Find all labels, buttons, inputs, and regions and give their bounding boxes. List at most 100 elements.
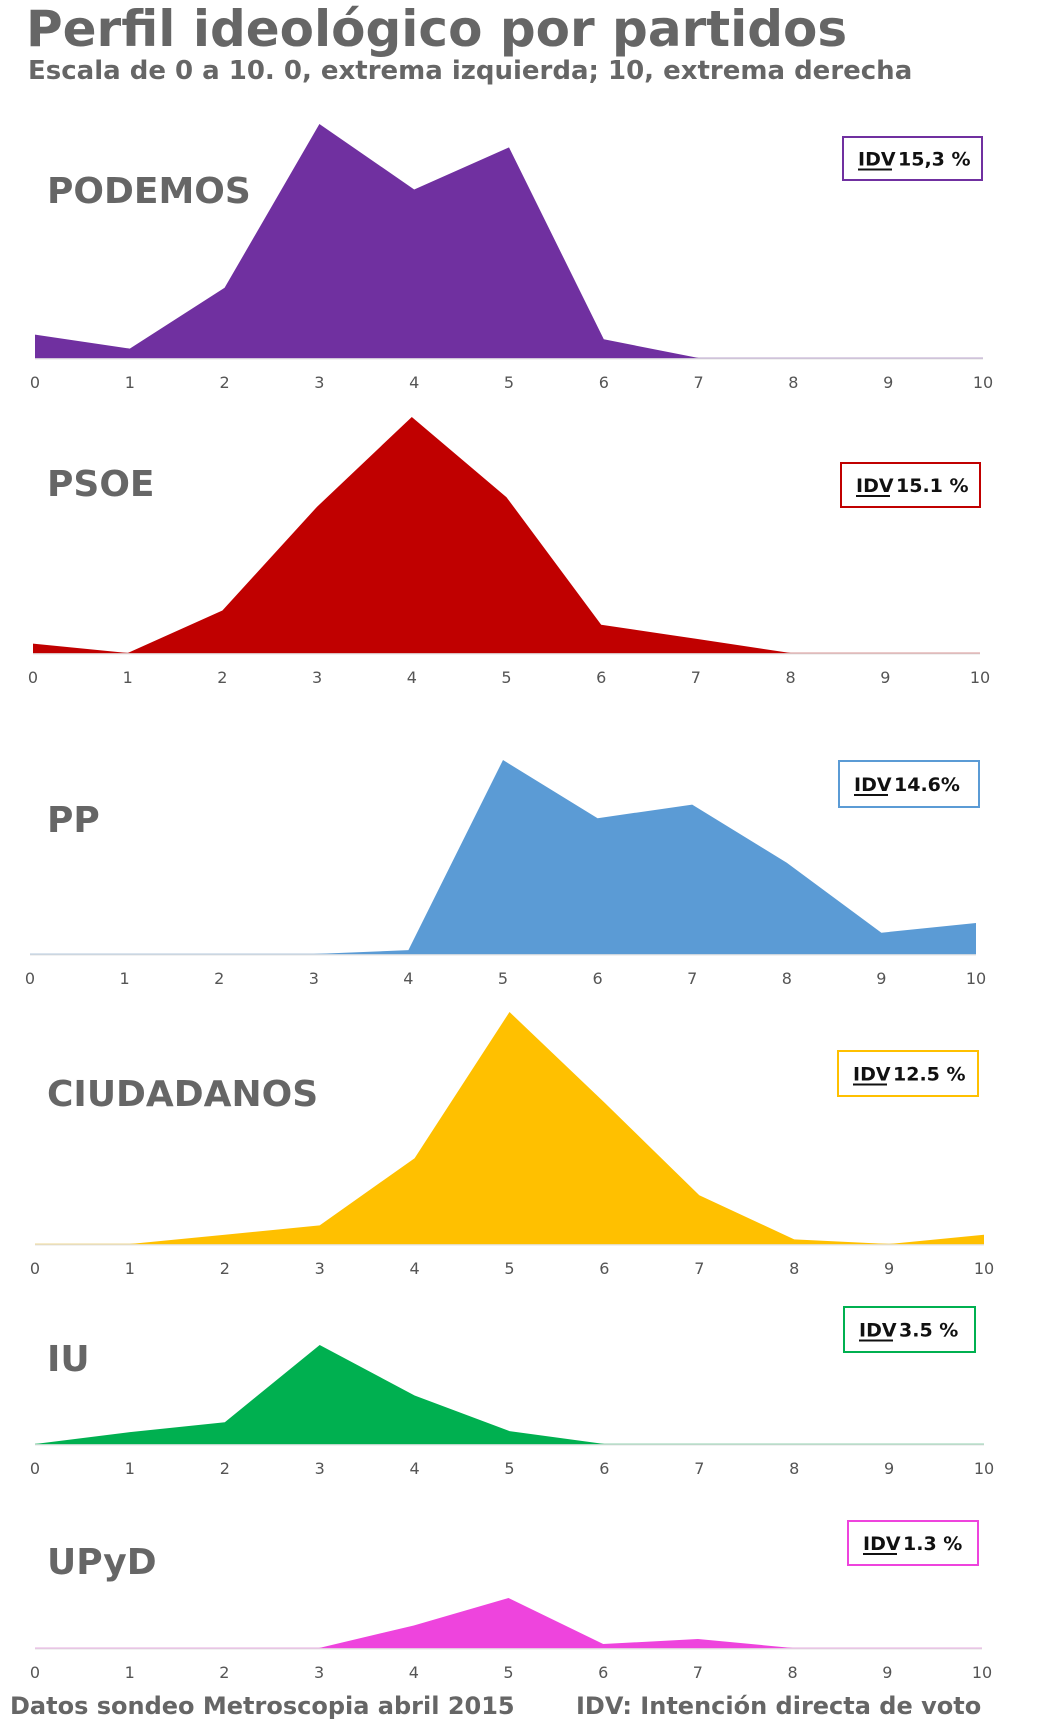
x-tick-label: 1 [123, 668, 133, 687]
idv-badge: IDV 14.6% [838, 760, 980, 808]
x-tick-label: 4 [409, 1663, 419, 1682]
x-tick-label: 3 [309, 969, 319, 988]
x-tick-label: 0 [30, 373, 40, 392]
party-chart-psoe: 0 1 2 3 4 5 6 7 8 9 10 PSOE IDV 15.1 % [28, 417, 990, 687]
x-tick-label: 10 [974, 1259, 994, 1278]
x-tick-label: 3 [314, 373, 324, 392]
x-tick-label: 4 [403, 969, 413, 988]
party-name: PP [47, 800, 100, 841]
x-tick-label: 9 [880, 668, 890, 687]
idv-label: IDV [856, 475, 894, 497]
x-tick-label: 10 [972, 1663, 992, 1682]
party-name: PSOE [47, 464, 155, 505]
x-tick-label: 6 [599, 373, 609, 392]
x-tick-label: 7 [694, 373, 704, 392]
x-tick-label: 7 [687, 969, 697, 988]
x-tick-label: 6 [598, 1663, 608, 1682]
x-tick-label: 9 [876, 969, 886, 988]
x-tick-label: 5 [504, 1259, 514, 1278]
idv-badge-border [842, 136, 983, 181]
idv-value: 12.5 % [893, 1064, 966, 1086]
idv-badge-border [840, 462, 981, 508]
party-chart-ciudadanos: 0 1 2 3 4 5 6 7 8 9 10 CIUDADANOS IDV 12.5 % [30, 1012, 994, 1278]
x-tick-label: 5 [503, 1663, 513, 1682]
party-name: PODEMOS [47, 171, 251, 212]
area-series-podemos [35, 124, 983, 358]
x-tick-label: 2 [220, 1259, 230, 1278]
chart-title: Perfil ideológico por partidos [26, 0, 848, 58]
party-name: UPyD [47, 1542, 157, 1583]
x-tick-label: 8 [786, 668, 796, 687]
party-name: CIUDADANOS [47, 1074, 318, 1115]
x-tick-label: 6 [593, 969, 603, 988]
party-chart-pp: 0 1 2 3 4 5 6 7 8 9 10 PP IDV 14.6% [25, 760, 986, 988]
x-tick-label: 8 [782, 969, 792, 988]
x-tick-label: 0 [30, 1259, 40, 1278]
x-tick-label: 6 [599, 1259, 609, 1278]
x-tick-label: 0 [30, 1459, 40, 1478]
x-tick-label: 10 [966, 969, 986, 988]
idv-badge: IDV 3.5 % [843, 1306, 976, 1353]
x-tick-label: 3 [315, 1459, 325, 1478]
x-tick-label: 1 [125, 1259, 135, 1278]
x-tick-label: 9 [884, 1259, 894, 1278]
x-tick-label: 9 [884, 1459, 894, 1478]
x-tick-label: 2 [220, 1459, 230, 1478]
x-tick-label: 8 [788, 1663, 798, 1682]
area-series-upyd [35, 1598, 982, 1648]
idv-badge-border [843, 1306, 976, 1353]
x-tick-label: 10 [974, 1459, 994, 1478]
x-tick-label: 5 [504, 373, 514, 392]
idv-label: IDV [853, 1064, 891, 1086]
footer-note: IDV: Intención directa de voto [576, 1692, 982, 1720]
x-tick-label: 6 [599, 1459, 609, 1478]
idv-label: IDV [859, 1320, 897, 1342]
idv-badge: IDV 1.3 % [847, 1520, 979, 1566]
idv-value: 15,3 % [898, 149, 971, 171]
x-tick-label: 6 [596, 668, 606, 687]
x-tick-label: 0 [28, 668, 38, 687]
idv-label: IDV [863, 1533, 901, 1555]
x-tick-label: 10 [970, 668, 990, 687]
footer-source: Datos sondeo Metroscopia abril 2015 [10, 1692, 515, 1720]
x-tick-label: 5 [498, 969, 508, 988]
idv-value: 15.1 % [896, 475, 969, 497]
x-tick-label: 5 [504, 1459, 514, 1478]
x-tick-label: 7 [693, 1663, 703, 1682]
idv-value: 3.5 % [899, 1320, 958, 1342]
x-tick-label: 2 [219, 1663, 229, 1682]
area-series-iu [35, 1345, 984, 1444]
idv-badge-border [847, 1520, 979, 1566]
x-tick-label: 1 [125, 1663, 135, 1682]
area-series-psoe [33, 417, 980, 653]
x-tick-label: 4 [410, 1459, 420, 1478]
x-tick-label: 1 [125, 373, 135, 392]
x-tick-label: 7 [691, 668, 701, 687]
x-tick-label: 9 [882, 1663, 892, 1682]
x-tick-label: 10 [973, 373, 993, 392]
idv-badge: IDV 15,3 % [842, 136, 983, 181]
idv-badge-border [837, 1050, 979, 1097]
party-chart-iu: 0 1 2 3 4 5 6 7 8 9 10 IU IDV 3.5 % [30, 1306, 994, 1478]
chart-subtitle: Escala de 0 a 10. 0, extrema izquierda; … [28, 56, 913, 86]
x-tick-label: 3 [312, 668, 322, 687]
x-tick-label: 1 [120, 969, 130, 988]
x-tick-label: 7 [694, 1259, 704, 1278]
party-chart-upyd: 0 1 2 3 4 5 6 7 8 9 10 UPyD IDV 1.3 % [30, 1520, 992, 1682]
x-tick-label: 1 [125, 1459, 135, 1478]
idv-badge-border [838, 760, 980, 808]
x-tick-label: 2 [220, 373, 230, 392]
x-tick-label: 8 [789, 1259, 799, 1278]
x-tick-label: 7 [694, 1459, 704, 1478]
x-tick-label: 2 [214, 969, 224, 988]
party-chart-podemos: 0 1 2 3 4 5 6 7 8 9 10 PODEMOS IDV 15,3 % [30, 124, 993, 392]
x-tick-label: 2 [217, 668, 227, 687]
area-series-ciudadanos [35, 1012, 984, 1244]
x-tick-label: 0 [30, 1663, 40, 1682]
idv-value: 14.6% [894, 774, 960, 796]
x-tick-label: 8 [789, 1459, 799, 1478]
x-tick-label: 4 [407, 668, 417, 687]
idv-label: IDV [854, 774, 892, 796]
x-tick-label: 9 [883, 373, 893, 392]
